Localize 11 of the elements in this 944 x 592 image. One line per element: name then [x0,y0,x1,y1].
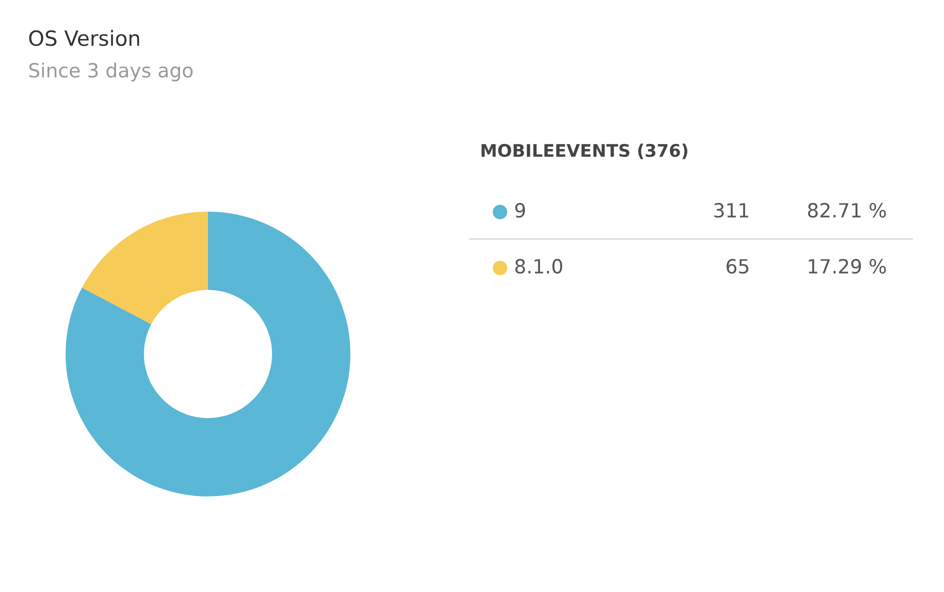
chart-subtitle: Since 3 days ago [29,62,193,82]
donut-slice [82,212,208,324]
legend-label: 8.1.0 [515,258,562,274]
data-label: 82.71 % [808,202,886,218]
text: 311 [714,202,748,218]
text: 65 [726,258,748,274]
donut-slice [66,212,350,496]
legend-title: MOBILEEVENTS (376) [482,144,688,160]
chart-title: OS Version [29,30,140,46]
data-label: 17.29 % [808,258,886,274]
legend-label: 9 [515,202,526,218]
